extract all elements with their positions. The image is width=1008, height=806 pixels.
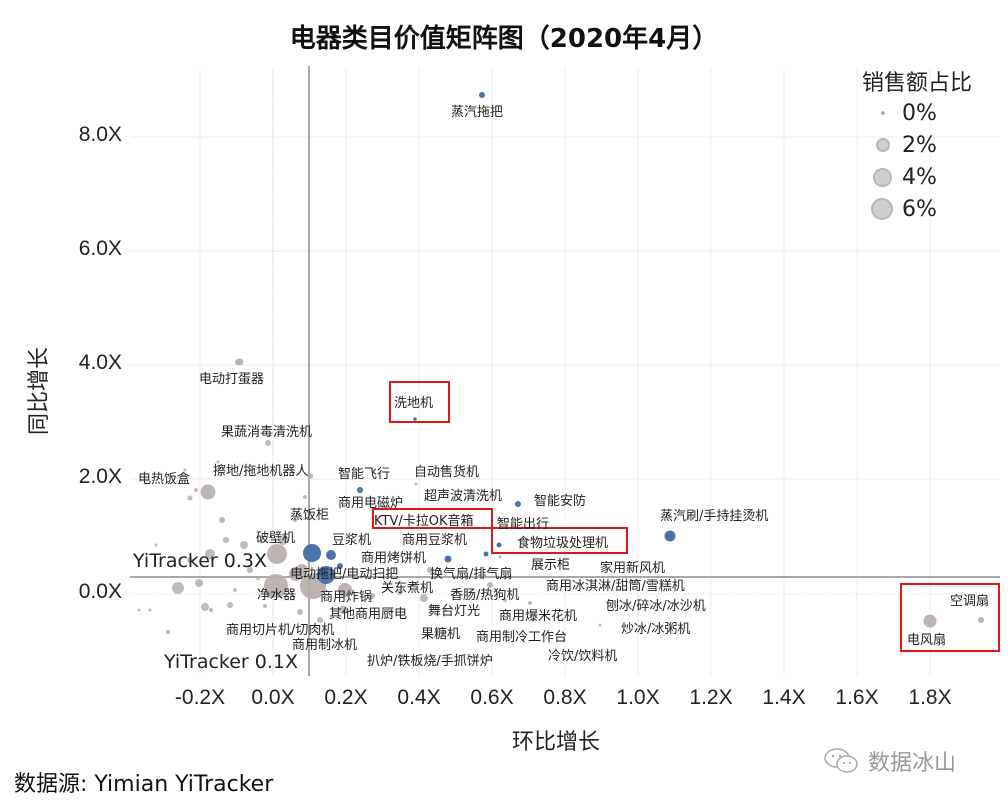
reference-label-vertical: YiTracker 0.1X	[164, 651, 299, 673]
point-label: 洗地机	[394, 396, 434, 411]
point-label: 破壁机	[256, 531, 296, 546]
point-label: 电动拖把/电动扫把	[290, 567, 399, 582]
point-label: 智能飞行	[338, 467, 391, 482]
watermark-text: 数据冰山	[868, 751, 957, 776]
legend-circle-icon	[873, 167, 892, 187]
reference-label-horizontal: YiTracker 0.3X	[133, 550, 268, 572]
point-label: 自动售货机	[414, 465, 480, 480]
point-label: 果糖机	[421, 627, 461, 642]
point-label: 蒸汽刷/手持挂烫机	[660, 509, 769, 524]
x-tick: 1.6X	[835, 686, 879, 709]
point-label: 商用制冷工作台	[476, 630, 568, 645]
x-tick: 0.4X	[397, 686, 441, 709]
size-legend: 销售额占比 0% 2% 4% 6%	[862, 65, 972, 225]
legend-circle-icon	[876, 138, 890, 152]
y-tick-4: 4.0X	[78, 351, 122, 374]
x-tick: 1.4X	[762, 686, 806, 709]
point-label: KTV/卡拉OK音箱	[374, 514, 474, 529]
legend-title: 销售额占比	[862, 71, 973, 96]
legend-item-3: 6%	[862, 193, 972, 225]
point-label: 空调扇	[950, 594, 990, 609]
point-label: 智能出行	[497, 517, 550, 532]
point-label: 关东煮机	[381, 581, 434, 596]
highlight-box-xidiji	[389, 381, 450, 423]
y-tick-0: 0.0X	[78, 580, 122, 603]
point-label: 换气扇/排气扇	[430, 567, 513, 582]
watermark: 数据冰山	[822, 745, 956, 777]
legend-circle-icon	[881, 111, 885, 115]
point-label: 刨冰/碎冰/冰沙机	[606, 599, 706, 614]
data-source: 数据源: Yimian YiTracker	[14, 772, 274, 797]
point-label: 电风扇	[907, 633, 947, 648]
point-label: 果蔬消毒清洗机	[221, 425, 313, 440]
point-label: 食物垃圾处理机	[517, 536, 609, 551]
legend-item-0: 0%	[862, 97, 972, 129]
x-tick: 0.2X	[324, 686, 368, 709]
point-label: 扒炉/铁板烧/手抓饼炉	[367, 654, 493, 669]
point-label: 蒸汽拖把	[451, 105, 504, 120]
point-label: 超声波清洗机	[424, 489, 503, 504]
point-label: 蒸饭柜	[290, 508, 330, 523]
wechat-icon	[824, 748, 858, 773]
chart-title: 电器类目价值矩阵图（2020年4月）	[289, 24, 719, 54]
point-label: 豆浆机	[332, 533, 372, 548]
point-label: 商用制冰机	[292, 638, 358, 653]
x-axis-label: 环比增长	[512, 730, 601, 755]
point-label: 商用烤饼机	[361, 551, 427, 566]
x-tick: -0.2X	[174, 686, 226, 709]
y-tick-8: 8.0X	[78, 123, 122, 146]
point-label: 净水器	[257, 588, 297, 603]
x-tick: 0.8X	[543, 686, 587, 709]
point-label: 商用爆米花机	[499, 609, 578, 624]
point-label: 电动打蛋器	[199, 372, 265, 387]
point-label: 商用豆浆机	[402, 533, 468, 548]
highlight-box-fans	[900, 583, 1000, 652]
highlight-box-food-waste	[491, 527, 628, 554]
point-label: 展示柜	[531, 558, 571, 573]
point-label: 商用炸锅	[320, 590, 373, 605]
point-label: 炒冰/冰粥机	[621, 622, 691, 637]
y-tick-6: 6.0X	[78, 237, 122, 260]
point-label: 电热饭盒	[138, 472, 191, 487]
point-label: 商用切片机/切肉机	[226, 623, 335, 638]
x-tick: 1.0X	[616, 686, 660, 709]
point-label: 商用电磁炉	[338, 496, 404, 511]
point-label: 香肠/热狗机	[450, 588, 520, 603]
x-tick: 1.2X	[689, 686, 733, 709]
legend-item-1: 2%	[862, 129, 972, 161]
point-label: 智能安防	[534, 494, 587, 509]
point-label: 其他商用厨电	[329, 607, 408, 622]
x-tick: 1.8X	[908, 686, 952, 709]
x-tick: 0.6X	[470, 686, 514, 709]
legend-circle-icon	[871, 198, 893, 220]
highlight-box-ktv	[372, 508, 493, 529]
point-label: 冷饮/饮料机	[548, 649, 618, 664]
point-label: 家用新风机	[600, 561, 666, 576]
x-tick: 0.0X	[251, 686, 295, 709]
point-label: 商用冰淇淋/甜筒/雪糕机	[546, 579, 685, 594]
point-label: 舞台灯光	[428, 604, 481, 619]
point-label: 擦地/拖地机器人	[213, 464, 309, 479]
legend-item-2: 4%	[862, 161, 972, 193]
y-tick-2: 2.0X	[78, 465, 122, 488]
